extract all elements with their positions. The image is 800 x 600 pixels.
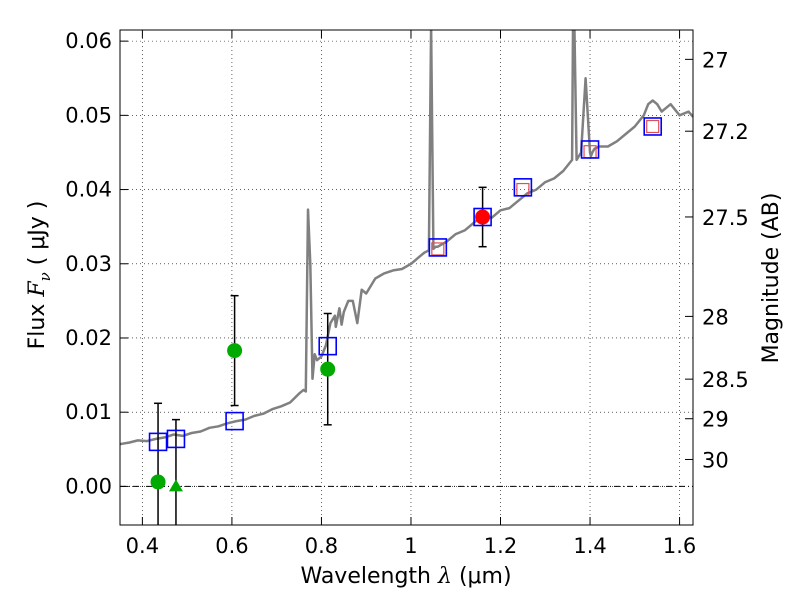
- mag-tick-label: 27.5: [702, 206, 749, 230]
- plot-frame: [119, 29, 694, 526]
- observed-weak-marker: [646, 119, 660, 134]
- x-tick-label: 1.2: [484, 534, 517, 558]
- grid: [120, 30, 693, 525]
- upper-limit-triangle: [168, 479, 183, 492]
- x-tick-label: 0.6: [215, 534, 248, 558]
- model-photometry-marker: [318, 336, 338, 356]
- y-tick-label: 0.02: [65, 326, 112, 350]
- y-tick-label: 0.05: [65, 103, 112, 127]
- model-photometry-marker: [473, 207, 492, 227]
- observed-green-point: [150, 474, 166, 490]
- mag-tick-label: 29: [702, 408, 729, 432]
- mag-tick-label: 27: [702, 48, 729, 72]
- mag-tick-label: 28: [702, 305, 729, 329]
- y-tick-label: 0.00: [65, 474, 112, 498]
- x-tick-label: 1.6: [663, 534, 696, 558]
- x-tick-label: 0.8: [305, 534, 338, 558]
- model-photometry-marker: [166, 429, 186, 449]
- model-photometry-marker: [643, 117, 663, 136]
- x-tick-label: 0.4: [126, 534, 159, 558]
- y2-axis-label: Magnitude (AB): [759, 193, 784, 364]
- model-photometry-marker: [513, 178, 533, 197]
- x-tick-label: 1.4: [573, 534, 606, 558]
- model-photometry-marker: [148, 432, 168, 452]
- model-photometry-marker: [428, 238, 448, 257]
- observed-green-point: [227, 343, 243, 359]
- x-axis-label: Wavelength λ (μm): [300, 564, 511, 589]
- mag-tick-label: 30: [702, 448, 729, 472]
- model-photometry-marker: [225, 411, 244, 431]
- y-tick-label: 0.04: [65, 178, 112, 202]
- observed-weak-markers: [431, 119, 660, 256]
- model-photometry-markers: [148, 117, 663, 452]
- y-tick-label: 0.06: [65, 29, 112, 53]
- observed-markers: [150, 209, 491, 492]
- mag-tick-label: 27.2: [702, 120, 749, 144]
- y-tick-label: 0.03: [65, 252, 112, 276]
- x-tick-label: 1: [404, 534, 417, 558]
- observed-green-point: [320, 361, 336, 377]
- y-axis-label: Flux Fν ( μJy ): [25, 201, 54, 350]
- observed-red-point: [475, 209, 491, 225]
- model-photometry-marker: [580, 140, 600, 159]
- spectrum-line: [120, 30, 693, 446]
- y-tick-label: 0.01: [65, 400, 112, 424]
- observed-weak-marker: [431, 242, 445, 256]
- mag-tick-label: 28.5: [702, 368, 749, 392]
- axis-ticks: 0.4 0.6 0.8 1 1.2 1.4 1.6 0.00 0.01 0.02 0.03 0.04 0…: [65, 29, 749, 558]
